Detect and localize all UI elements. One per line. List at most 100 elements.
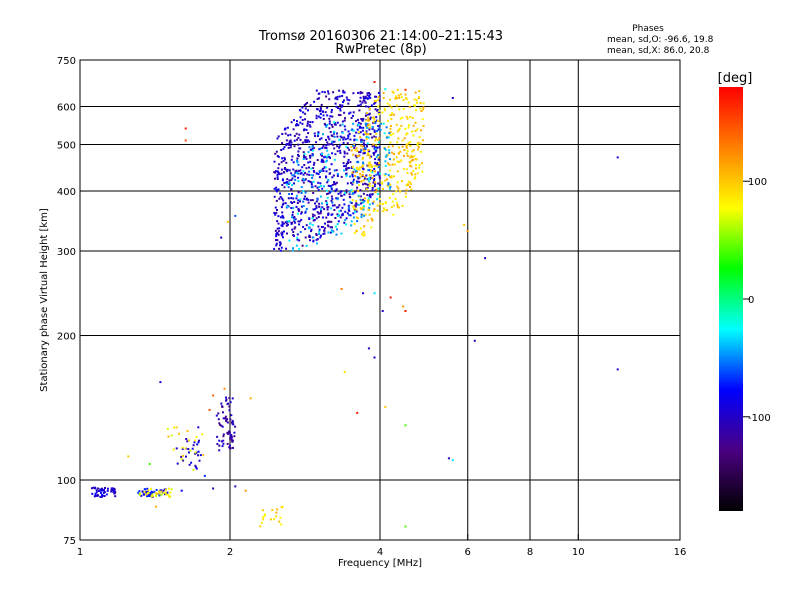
data-point <box>326 196 329 199</box>
data-point <box>420 129 422 132</box>
data-point <box>359 125 361 128</box>
data-point <box>377 182 380 185</box>
data-point <box>316 108 319 111</box>
data-point <box>312 240 315 243</box>
data-point <box>290 197 293 200</box>
data-point <box>368 95 371 97</box>
data-point <box>355 180 358 183</box>
data-point <box>344 210 347 213</box>
data-point <box>418 136 421 139</box>
data-point <box>371 189 374 192</box>
data-point <box>151 493 154 496</box>
data-point <box>362 99 365 102</box>
data-point <box>230 414 233 417</box>
data-point <box>360 126 363 129</box>
data-point <box>279 244 281 247</box>
data-point <box>318 230 321 233</box>
data-point <box>282 178 284 181</box>
data-point <box>409 164 412 167</box>
data-point <box>367 152 369 155</box>
data-point <box>315 205 318 208</box>
data-point <box>317 189 320 192</box>
data-point <box>422 108 424 111</box>
data-point <box>280 149 283 151</box>
data-point <box>149 492 152 495</box>
data-point <box>263 514 266 517</box>
data-point <box>356 168 359 171</box>
data-point <box>392 132 395 135</box>
data-point <box>347 204 350 207</box>
data-point <box>339 109 342 112</box>
data-point <box>341 120 344 123</box>
data-point <box>405 147 408 149</box>
data-point <box>294 175 297 178</box>
data-point <box>281 211 284 214</box>
data-point <box>217 418 220 421</box>
data-point <box>297 136 300 139</box>
data-point <box>395 123 398 126</box>
data-point <box>137 491 140 494</box>
data-point <box>292 207 295 209</box>
data-point <box>94 492 97 495</box>
data-point <box>244 489 247 492</box>
data-point <box>297 143 300 146</box>
data-point <box>155 489 158 491</box>
data-point <box>393 113 395 116</box>
data-point <box>387 182 390 185</box>
data-point <box>357 104 359 107</box>
data-point <box>353 146 356 149</box>
data-point <box>286 205 289 208</box>
data-point <box>201 433 204 436</box>
data-point <box>329 131 332 133</box>
phase-stats-x: mean, sd,X: 86.0, 20.8 <box>607 46 710 56</box>
data-point <box>385 136 388 139</box>
data-point <box>373 135 376 138</box>
data-point <box>343 125 346 128</box>
data-point <box>343 91 346 94</box>
data-point <box>160 493 163 496</box>
data-point <box>342 141 345 144</box>
data-point <box>328 122 331 125</box>
data-point <box>363 214 366 217</box>
data-point <box>312 208 315 211</box>
phase-stats-heading: Phases <box>632 24 664 34</box>
data-point <box>409 156 411 159</box>
data-point <box>315 89 318 92</box>
data-point <box>366 142 369 145</box>
data-point <box>342 198 345 201</box>
data-point <box>398 160 401 163</box>
data-point <box>355 210 358 213</box>
data-point <box>398 127 401 130</box>
data-point <box>323 208 326 211</box>
data-point <box>346 161 349 164</box>
data-point <box>380 122 382 125</box>
data-point <box>274 171 277 174</box>
data-point <box>165 493 168 496</box>
data-point <box>290 141 293 144</box>
data-point <box>104 487 106 489</box>
data-point <box>311 217 314 220</box>
data-point <box>158 494 161 497</box>
data-point <box>313 132 316 135</box>
data-point <box>218 422 221 425</box>
data-point <box>355 230 358 233</box>
data-point <box>286 126 289 129</box>
data-point <box>279 216 282 219</box>
data-point <box>334 189 337 192</box>
data-point <box>350 181 352 184</box>
data-point <box>378 137 381 140</box>
data-point <box>384 160 387 163</box>
data-point <box>339 143 342 146</box>
data-point <box>379 129 382 131</box>
data-point <box>392 158 395 161</box>
data-point <box>362 126 365 129</box>
data-point <box>291 192 293 195</box>
data-point <box>389 176 392 179</box>
data-point <box>361 173 364 176</box>
data-point <box>297 172 300 175</box>
data-point <box>321 167 324 170</box>
data-point <box>362 192 365 195</box>
data-point <box>196 443 199 446</box>
data-point <box>405 168 408 171</box>
data-point <box>291 177 294 180</box>
